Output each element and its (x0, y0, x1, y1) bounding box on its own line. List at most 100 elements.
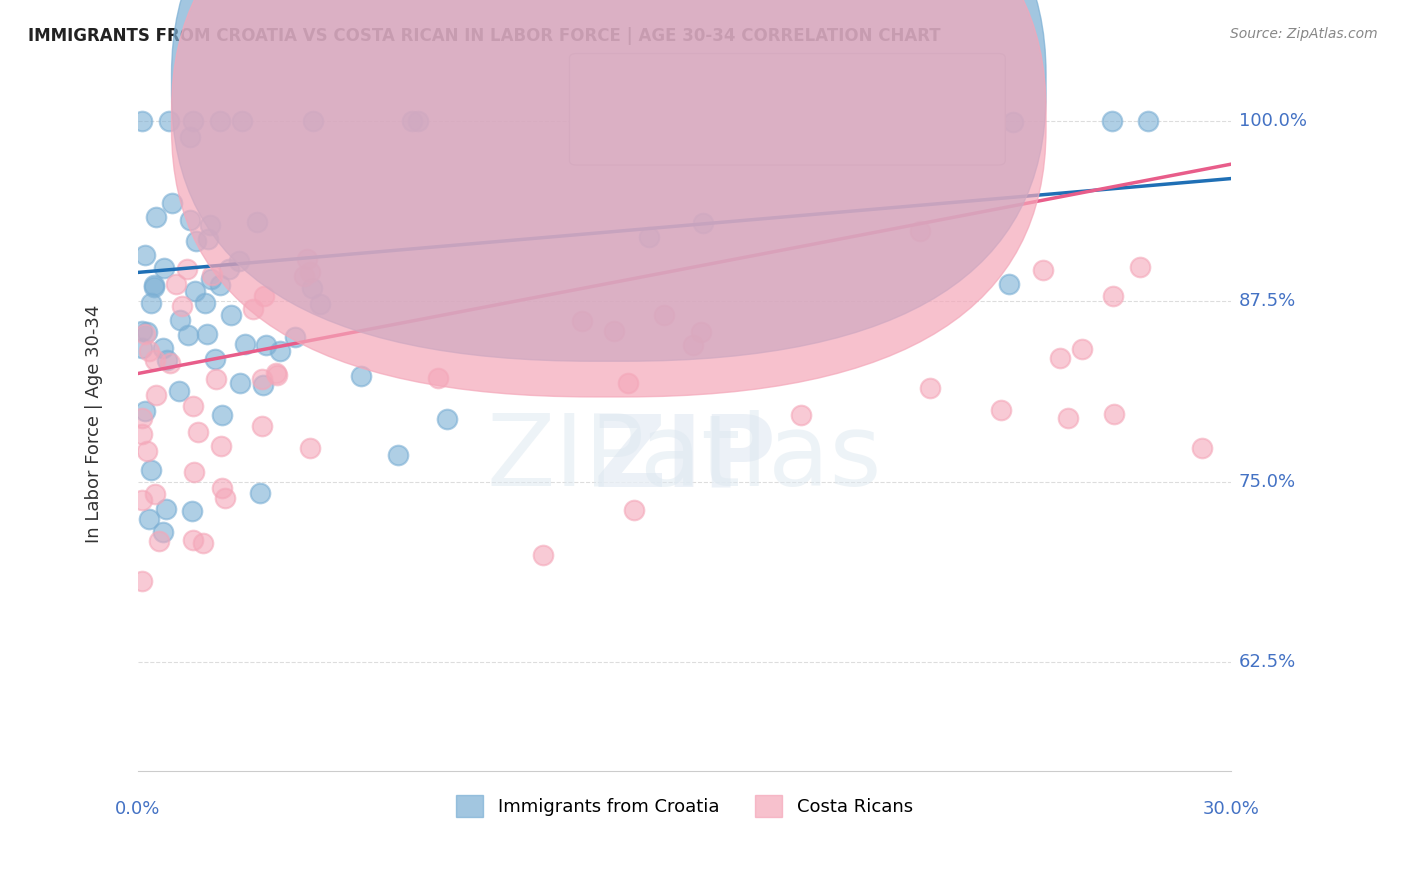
Point (141, 463, 163, 477)
Point (676, 113, 699, 128)
Point (249, 486, 271, 500)
Point (1102, 407, 1125, 421)
Point (134, 404, 156, 418)
Point (131, 341, 153, 355)
Point (235, 337, 257, 351)
Point (298, 265, 321, 279)
Point (250, 372, 273, 386)
Point (211, 481, 233, 495)
Point (401, 113, 423, 128)
Point (1057, 410, 1080, 425)
Point (571, 313, 593, 327)
Point (682, 338, 704, 352)
Point (136, 444, 159, 458)
Point (187, 425, 209, 439)
Point (292, 268, 315, 283)
Point (689, 325, 711, 339)
Text: 100.0%: 100.0% (1239, 112, 1306, 129)
Point (920, 381, 942, 395)
Point (284, 330, 307, 344)
Point (228, 254, 250, 268)
Point (623, 502, 645, 516)
Point (155, 501, 177, 516)
Point (256, 338, 278, 352)
Point (200, 271, 222, 285)
Point (181, 113, 204, 128)
Text: ZIP: ZIP (593, 410, 776, 508)
Text: 0.0%: 0.0% (115, 799, 160, 818)
Point (1129, 260, 1152, 274)
Point (997, 277, 1019, 291)
Point (195, 326, 218, 341)
Point (131, 426, 153, 441)
Point (131, 574, 153, 588)
Point (131, 113, 153, 128)
Point (204, 352, 226, 367)
Text: Source: ZipAtlas.com: Source: ZipAtlas.com (1230, 27, 1378, 41)
Point (661, 113, 683, 128)
Point (350, 368, 373, 383)
Point (602, 324, 624, 338)
Point (138, 343, 160, 358)
Point (229, 376, 252, 390)
Point (145, 352, 167, 367)
Point (789, 408, 811, 422)
Point (638, 229, 661, 244)
Text: 0.206: 0.206 (655, 74, 717, 94)
Point (406, 113, 429, 128)
Point (165, 277, 187, 291)
Point (427, 371, 450, 385)
Text: 0.196: 0.196 (655, 110, 717, 129)
Text: R =  0.196   N = 56: R = 0.196 N = 56 (633, 110, 824, 129)
Point (910, 224, 932, 238)
Point (184, 284, 207, 298)
Point (1032, 262, 1054, 277)
Point (617, 376, 640, 391)
Point (159, 356, 181, 370)
Point (179, 213, 201, 227)
Point (135, 326, 157, 340)
Point (143, 486, 166, 500)
Point (134, 248, 156, 262)
Point (298, 441, 321, 455)
Point (302, 113, 325, 128)
Point (169, 384, 191, 398)
Point (211, 409, 233, 423)
Point (928, 113, 950, 128)
Legend: Immigrants from Croatia, Costa Ricans: Immigrants from Croatia, Costa Ricans (449, 788, 921, 824)
Point (1001, 115, 1024, 129)
Text: In Labor Force | Age 30-34: In Labor Force | Age 30-34 (86, 305, 103, 543)
Point (209, 113, 232, 128)
Point (387, 448, 409, 462)
Point (929, 113, 952, 128)
Text: IMMIGRANTS FROM CROATIA VS COSTA RICAN IN LABOR FORCE | AGE 30-34 CORRELATION CH: IMMIGRANTS FROM CROATIA VS COSTA RICAN I… (28, 27, 941, 45)
Point (180, 503, 202, 517)
Point (631, 133, 654, 147)
Point (143, 280, 166, 294)
Point (990, 402, 1012, 417)
Point (436, 412, 458, 426)
Point (758, 113, 780, 128)
Point (177, 328, 200, 343)
Point (716, 113, 738, 128)
Point (131, 411, 153, 425)
Point (218, 262, 240, 277)
Point (159, 113, 181, 128)
Point (134, 326, 156, 341)
Text: 87.5%: 87.5% (1239, 293, 1296, 310)
Point (160, 196, 183, 211)
Point (155, 353, 177, 368)
Point (1071, 342, 1094, 356)
Point (309, 297, 332, 311)
Point (153, 261, 176, 276)
Point (193, 535, 215, 549)
Text: 56: 56 (717, 110, 744, 129)
Point (598, 113, 620, 128)
Point (148, 534, 170, 549)
Point (197, 232, 219, 246)
Point (198, 219, 221, 233)
Point (179, 129, 201, 144)
Point (181, 399, 204, 413)
Point (204, 372, 226, 386)
Point (152, 524, 174, 539)
